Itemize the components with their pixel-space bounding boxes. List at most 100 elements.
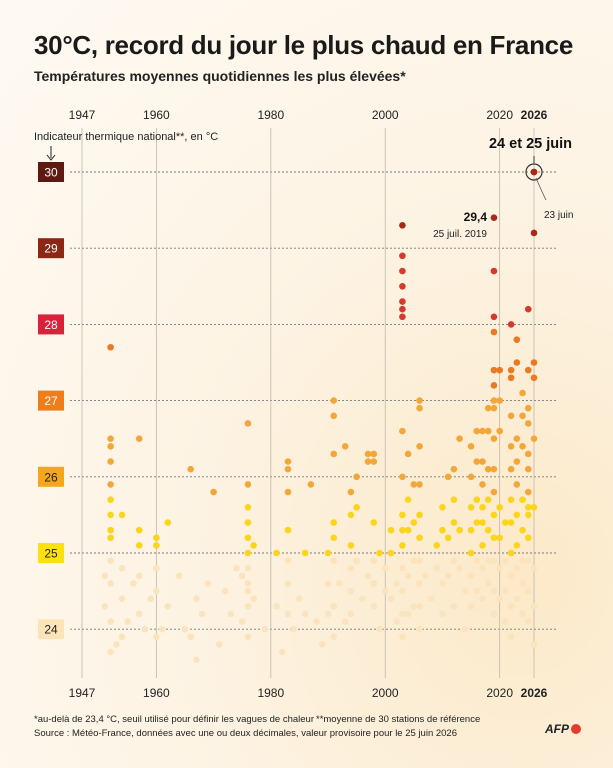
data-point-23 — [101, 572, 109, 580]
data-point-47 — [221, 587, 229, 595]
data-point-155 — [416, 534, 423, 542]
data-point-116 — [376, 549, 383, 557]
data-point-137 — [399, 564, 406, 572]
data-point-26 — [130, 580, 137, 587]
data-point-173 — [450, 519, 458, 526]
x-tick-bottom-2026: 2026 — [521, 686, 548, 700]
data-point-37 — [175, 572, 183, 580]
data-point-236 — [507, 321, 515, 328]
data-point-46 — [216, 641, 223, 648]
annotation-2019-value: 29,4 — [464, 210, 488, 224]
data-point-76 — [290, 625, 297, 633]
x-tick-bottom-1947: 1947 — [69, 686, 96, 700]
data-point-242 — [507, 496, 515, 503]
data-point-143 — [404, 526, 412, 534]
data-point-264 — [519, 610, 526, 618]
y-tick-label-28: 28 — [44, 318, 58, 332]
data-point-225 — [496, 366, 503, 374]
data-point-286 — [530, 603, 538, 610]
data-point-97 — [347, 488, 355, 496]
data-point-123 — [393, 580, 400, 587]
data-point-211 — [490, 313, 498, 321]
data-point-66 — [273, 549, 280, 557]
data-point-119 — [381, 587, 389, 595]
data-point-234 — [502, 587, 509, 595]
data-point-283 — [530, 435, 538, 443]
data-point-138 — [399, 587, 406, 595]
data-point-102 — [347, 610, 355, 618]
data-point-51 — [238, 618, 246, 625]
y-axis-label: Indicateur thermique national**, en °C — [34, 131, 218, 143]
data-point-239 — [507, 412, 515, 420]
y-axis-arrow-head — [46, 154, 56, 161]
data-point-237 — [507, 366, 515, 374]
data-point-167 — [439, 610, 446, 618]
data-point-249 — [513, 359, 521, 366]
data-point-235 — [502, 618, 509, 625]
data-point-254 — [513, 542, 521, 549]
data-point-142 — [404, 496, 412, 503]
data-point-199 — [479, 542, 486, 549]
data-point-228 — [496, 503, 503, 511]
data-point-171 — [450, 465, 458, 473]
data-point-15 — [118, 595, 126, 603]
data-point-11 — [107, 618, 114, 625]
data-point-124 — [393, 618, 400, 625]
data-point-32 — [153, 633, 160, 641]
data-point-258 — [519, 412, 526, 420]
data-point-268 — [524, 420, 532, 427]
data-point-243 — [507, 519, 515, 526]
data-point-134 — [399, 511, 406, 519]
data-point-201 — [479, 595, 486, 603]
data-point-72 — [284, 526, 292, 534]
data-point-103 — [353, 473, 360, 481]
data-point-0 — [107, 343, 114, 351]
y-tick-badge-29 — [38, 238, 64, 259]
data-point-284 — [530, 503, 538, 511]
data-point-168 — [444, 473, 452, 481]
data-point-77 — [296, 595, 303, 603]
data-point-193 — [473, 587, 481, 595]
data-point-170 — [444, 572, 452, 580]
data-point-233 — [502, 557, 509, 564]
data-point-35 — [164, 519, 172, 526]
data-point-114 — [370, 580, 378, 587]
data-point-280 — [530, 229, 538, 237]
data-point-244 — [507, 549, 515, 557]
data-point-113 — [370, 557, 378, 564]
data-point-141 — [404, 450, 412, 458]
data-point-80 — [307, 481, 315, 488]
data-point-172 — [450, 496, 458, 503]
data-point-152 — [416, 443, 423, 450]
data-point-265 — [524, 305, 532, 313]
data-point-279 — [530, 168, 538, 176]
x-tick-top-2026: 2026 — [521, 108, 548, 122]
data-point-4 — [107, 481, 114, 488]
data-point-214 — [490, 382, 498, 389]
data-point-53 — [244, 481, 252, 488]
data-point-89 — [330, 519, 338, 526]
data-point-144 — [404, 572, 412, 580]
data-point-153 — [416, 481, 423, 488]
data-point-163 — [433, 564, 441, 572]
data-point-43 — [204, 580, 212, 587]
data-point-162 — [433, 542, 441, 549]
data-point-54 — [244, 503, 252, 511]
data-point-197 — [479, 503, 486, 511]
data-point-93 — [330, 633, 338, 641]
y-tick-label-26: 26 — [44, 470, 58, 484]
afp-logo: AFP — [545, 722, 581, 736]
data-point-10 — [107, 580, 114, 587]
data-point-232 — [502, 519, 509, 526]
data-point-204 — [484, 465, 492, 473]
data-point-127 — [399, 267, 406, 275]
data-point-206 — [484, 526, 492, 534]
data-point-241 — [507, 465, 515, 473]
data-point-215 — [490, 397, 498, 404]
data-point-221 — [490, 534, 498, 542]
data-point-88 — [330, 450, 338, 458]
data-point-263 — [519, 580, 526, 587]
data-point-132 — [399, 427, 406, 435]
y-tick-label-25: 25 — [44, 547, 58, 561]
data-point-82 — [319, 641, 326, 648]
